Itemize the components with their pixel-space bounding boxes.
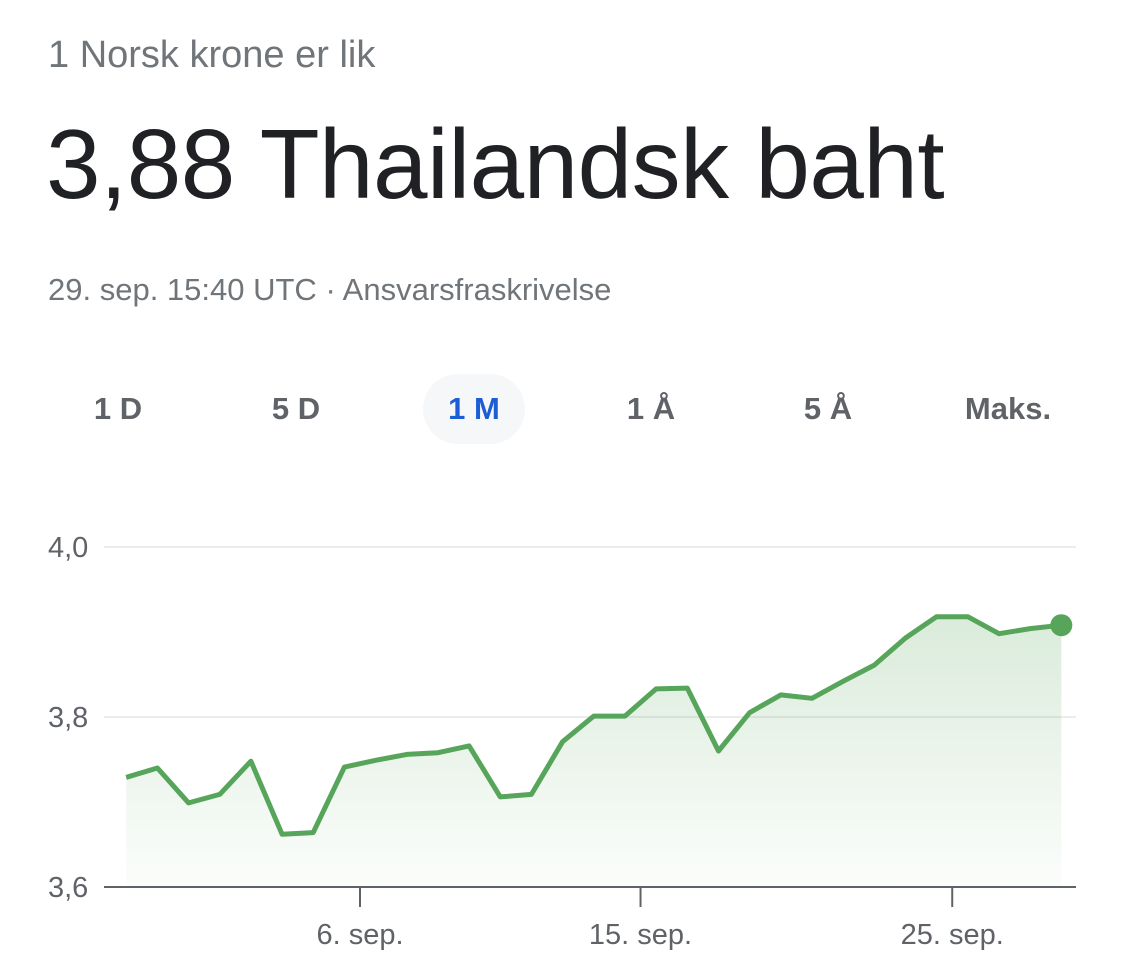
current-value-dot bbox=[1050, 614, 1073, 637]
x-tick-label: 15. sep. bbox=[589, 919, 692, 951]
conversion-subtitle: 1 Norsk krone er lik bbox=[48, 34, 376, 76]
tab-1m[interactable]: 1 M bbox=[423, 374, 525, 444]
y-tick-label: 4,0 bbox=[48, 532, 88, 564]
y-tick-label: 3,8 bbox=[48, 702, 88, 734]
separator: · bbox=[316, 272, 343, 307]
timestamp-line: 29. sep. 15:40 UTC · Ansvarsfraskrivelse bbox=[48, 272, 611, 308]
y-tick-label: 3,6 bbox=[48, 872, 88, 904]
tab-1d[interactable]: 1 D bbox=[93, 391, 143, 426]
timestamp: 29. sep. 15:40 UTC bbox=[48, 272, 317, 307]
series-line bbox=[125, 614, 1062, 837]
tab-max[interactable]: Maks. bbox=[964, 391, 1052, 426]
range-tabs: 1 D 5 D 1 M 1 Å 5 Å Maks. bbox=[48, 374, 1078, 444]
x-tick-label: 6. sep. bbox=[316, 919, 403, 951]
tab-5d[interactable]: 5 D bbox=[271, 391, 321, 426]
conversion-result: 3,88 Thailandsk baht bbox=[46, 109, 945, 219]
area-fill bbox=[126, 616, 1062, 887]
tab-1y[interactable]: 1 Å bbox=[626, 391, 676, 426]
tab-5y[interactable]: 5 Å bbox=[803, 391, 853, 426]
x-tick-label: 25. sep. bbox=[901, 919, 1004, 951]
disclaimer-link[interactable]: Ansvarsfraskrivelse bbox=[342, 272, 612, 307]
